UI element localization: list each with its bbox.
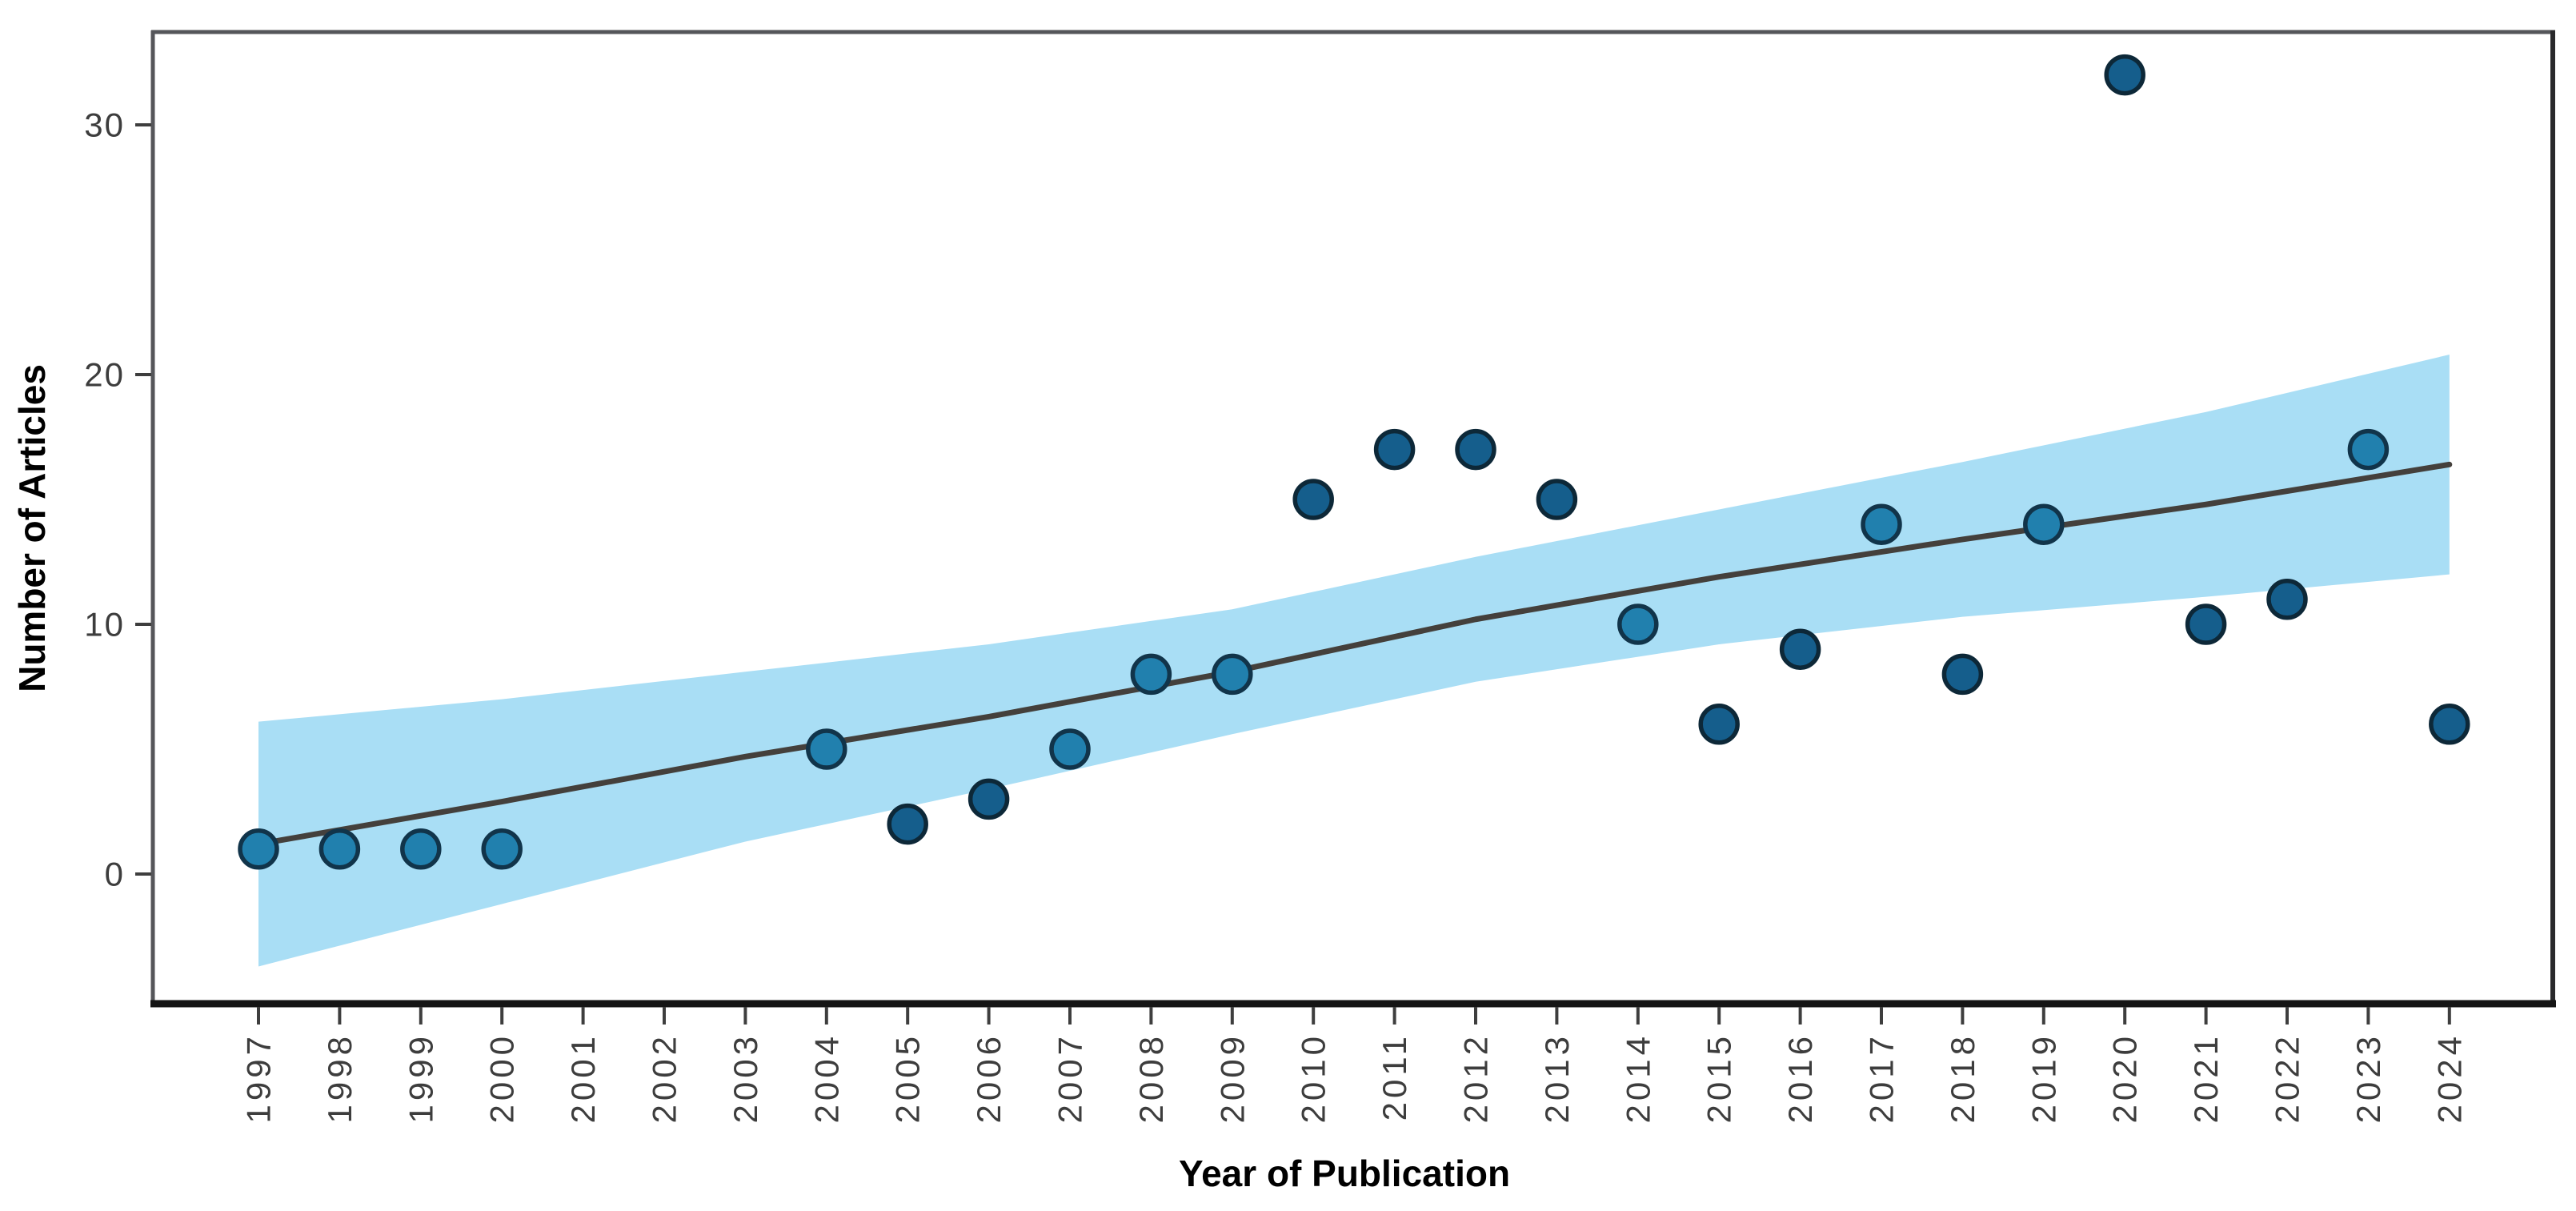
- data-point: [887, 803, 928, 845]
- x-tick-label: 2004: [807, 1033, 845, 1123]
- x-tick-label: 2014: [1619, 1033, 1657, 1123]
- data-point: [1292, 479, 1334, 520]
- data-point: [318, 828, 361, 870]
- x-tick-label: 2010: [1295, 1033, 1332, 1123]
- x-tick-label: 1997: [240, 1033, 278, 1123]
- x-tick-label: 2020: [2106, 1033, 2144, 1123]
- data-point: [1212, 653, 1253, 696]
- x-tick-label: 2011: [1376, 1033, 1413, 1121]
- y-tick-label: 10: [84, 606, 125, 644]
- data-point: [481, 828, 523, 870]
- x-tick-label: 2024: [2430, 1033, 2468, 1123]
- y-axis-labels: 0 10 20 30: [84, 106, 125, 893]
- y-axis-ticks: [135, 123, 151, 876]
- x-tick-label: 2003: [727, 1033, 764, 1123]
- y-tick-label: 0: [105, 856, 125, 893]
- data-point: [1617, 603, 1659, 645]
- data-points: [238, 54, 2470, 870]
- x-tick-label: 2016: [1781, 1033, 1819, 1123]
- x-tick-label: 2009: [1213, 1033, 1251, 1123]
- x-tick-label: 2021: [2187, 1033, 2225, 1123]
- data-point: [1536, 479, 1578, 520]
- data-point: [2347, 428, 2390, 471]
- x-tick-label: 2006: [970, 1033, 1008, 1123]
- x-axis-title: Year of Publication: [1179, 1153, 1510, 1194]
- x-tick-label: 2019: [2025, 1033, 2062, 1123]
- data-point: [400, 828, 442, 870]
- data-point: [1698, 704, 1740, 745]
- data-point: [1130, 653, 1172, 696]
- ci-band: [258, 355, 2450, 967]
- data-point: [1861, 503, 1902, 545]
- data-point: [2429, 704, 2470, 745]
- x-tick-label: 2023: [2350, 1033, 2387, 1123]
- data-point: [2185, 603, 2227, 645]
- data-point: [2104, 54, 2145, 96]
- data-point: [1941, 653, 1984, 696]
- x-axis-ticks: [257, 1007, 2451, 1025]
- y-tick-label: 30: [84, 106, 125, 144]
- x-tick-label: 2000: [483, 1033, 521, 1123]
- data-point: [806, 728, 847, 770]
- x-tick-label: 1999: [402, 1033, 439, 1123]
- data-point: [238, 828, 279, 870]
- data-point: [1373, 428, 1416, 471]
- data-point: [2023, 503, 2065, 545]
- x-tick-label: 1998: [321, 1033, 359, 1123]
- x-tick-label: 2022: [2269, 1033, 2306, 1123]
- data-point: [968, 778, 1010, 820]
- y-axis-title: Number of Articles: [11, 364, 53, 692]
- x-tick-label: 2001: [564, 1033, 602, 1123]
- x-tick-label: 2015: [1701, 1033, 1738, 1123]
- x-tick-label: 2013: [1538, 1033, 1576, 1123]
- x-tick-label: 2008: [1132, 1033, 1170, 1123]
- x-tick-label: 2017: [1863, 1033, 1901, 1123]
- x-tick-label: 2007: [1052, 1033, 1089, 1123]
- x-tick-label: 2002: [646, 1033, 683, 1123]
- regression-line: [255, 461, 2453, 848]
- data-point: [1049, 728, 1091, 770]
- x-tick-label: 2018: [1944, 1033, 1981, 1123]
- y-tick-label: 20: [84, 356, 125, 394]
- plot-panel-border: [150, 30, 2556, 1008]
- x-tick-label: 2012: [1457, 1033, 1495, 1123]
- data-point: [1455, 428, 1496, 471]
- data-point: [2266, 579, 2308, 620]
- x-axis-labels: 1997 1998 1999 2000 2001 2002 2003 2004 2005 2006…: [240, 1033, 2469, 1123]
- x-tick-label: 2005: [889, 1033, 927, 1123]
- data-point: [1779, 628, 1821, 670]
